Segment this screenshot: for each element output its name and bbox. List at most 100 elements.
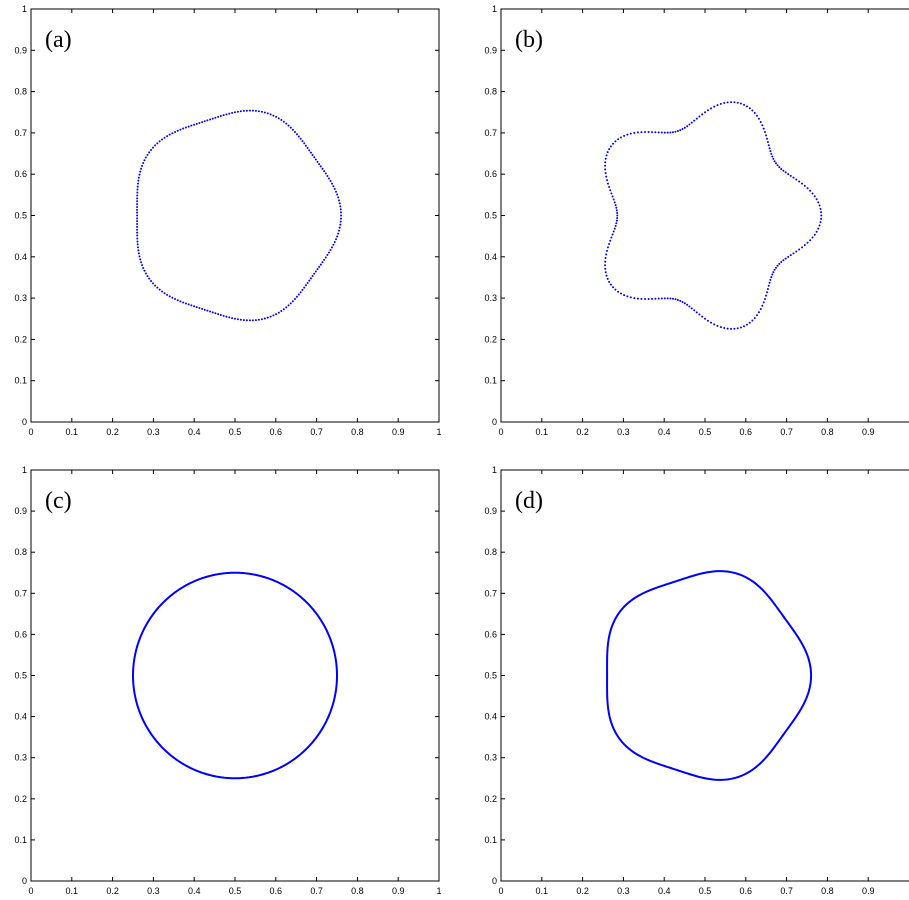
data-point (136, 220, 139, 223)
y-tick-label: 0.5 (484, 671, 497, 681)
data-point (614, 140, 617, 143)
data-point (301, 140, 304, 143)
data-point (214, 312, 217, 315)
data-point (748, 321, 751, 324)
data-point (156, 142, 159, 145)
data-point (251, 319, 254, 322)
y-tick-label: 0.4 (484, 712, 497, 722)
data-point (706, 319, 709, 322)
data-point (301, 288, 304, 291)
data-point (767, 284, 770, 287)
x-tick-label: 1 (436, 886, 441, 896)
data-point (323, 170, 326, 173)
data-point (295, 133, 298, 136)
data-point (701, 315, 704, 318)
data-point (316, 268, 319, 271)
data-point (733, 327, 736, 330)
data-point (710, 321, 713, 324)
data-point (179, 128, 182, 131)
data-point (780, 261, 783, 264)
data-point (663, 297, 666, 300)
data-point (239, 110, 242, 113)
data-point (193, 305, 196, 308)
data-point (228, 112, 231, 115)
data-point (174, 130, 177, 133)
data-point (669, 297, 672, 300)
data-point (269, 113, 272, 116)
data-point (139, 170, 142, 173)
data-point (768, 147, 771, 150)
interface-curve (606, 570, 813, 781)
data-point (234, 111, 236, 114)
data-point (277, 311, 280, 314)
data-point (333, 187, 336, 190)
y-tick-label: 0.9 (14, 506, 27, 516)
x-tick-label: 0.5 (229, 886, 242, 896)
data-point (242, 109, 245, 112)
data-point (784, 171, 787, 174)
data-point (688, 305, 691, 308)
data-point (136, 228, 139, 231)
data-point (713, 323, 716, 326)
data-point (136, 240, 139, 243)
data-point (179, 300, 182, 303)
data-point (739, 102, 742, 105)
data-point (819, 221, 822, 224)
data-point (605, 175, 608, 178)
data-point (263, 111, 266, 114)
data-point (640, 297, 643, 300)
data-point (329, 180, 332, 183)
data-point (763, 130, 766, 133)
x-tick-label: 0.8 (351, 886, 364, 896)
data-point (686, 125, 689, 128)
data-point (706, 109, 709, 112)
data-point (614, 204, 617, 207)
axes-frame (30, 8, 440, 423)
data-point (606, 182, 609, 185)
data-point (817, 227, 820, 230)
data-point (136, 214, 139, 217)
data-point (654, 297, 657, 300)
y-tick-label: 0.4 (14, 252, 27, 262)
data-point (311, 153, 314, 156)
data-point (766, 141, 769, 144)
y-tick-label: 0.6 (484, 629, 497, 639)
data-point (150, 280, 153, 283)
data-point (142, 162, 145, 165)
data-point (614, 224, 617, 227)
data-point (723, 101, 726, 104)
y-tick-label: 0.9 (484, 506, 497, 516)
data-point (611, 233, 614, 236)
data-point (338, 226, 341, 229)
data-point (234, 317, 236, 320)
data-point (681, 128, 684, 131)
data-point (326, 174, 329, 177)
data-point (291, 128, 294, 131)
data-point (222, 314, 225, 317)
x-tick-label: 0.6 (270, 886, 283, 896)
data-point (766, 291, 769, 294)
data-point (329, 248, 332, 251)
x-tick-label: 0.7 (310, 427, 323, 437)
data-point (146, 153, 149, 156)
data-point (263, 317, 266, 320)
data-point (657, 131, 660, 134)
y-tick-label: 0 (22, 417, 27, 427)
data-point (669, 131, 672, 134)
data-point (136, 237, 139, 240)
data-point (610, 192, 613, 195)
data-point (743, 103, 746, 106)
data-point (761, 304, 764, 307)
data-point (820, 211, 823, 214)
data-point (745, 323, 748, 326)
data-point (809, 189, 812, 192)
data-point (339, 220, 342, 223)
data-point (190, 304, 193, 307)
data-point (615, 222, 618, 225)
data-point (339, 211, 342, 214)
data-point (770, 276, 773, 279)
data-point (716, 104, 719, 107)
data-point (629, 296, 632, 299)
data-point (285, 122, 288, 125)
x-tick-label: 0.2 (106, 886, 119, 896)
